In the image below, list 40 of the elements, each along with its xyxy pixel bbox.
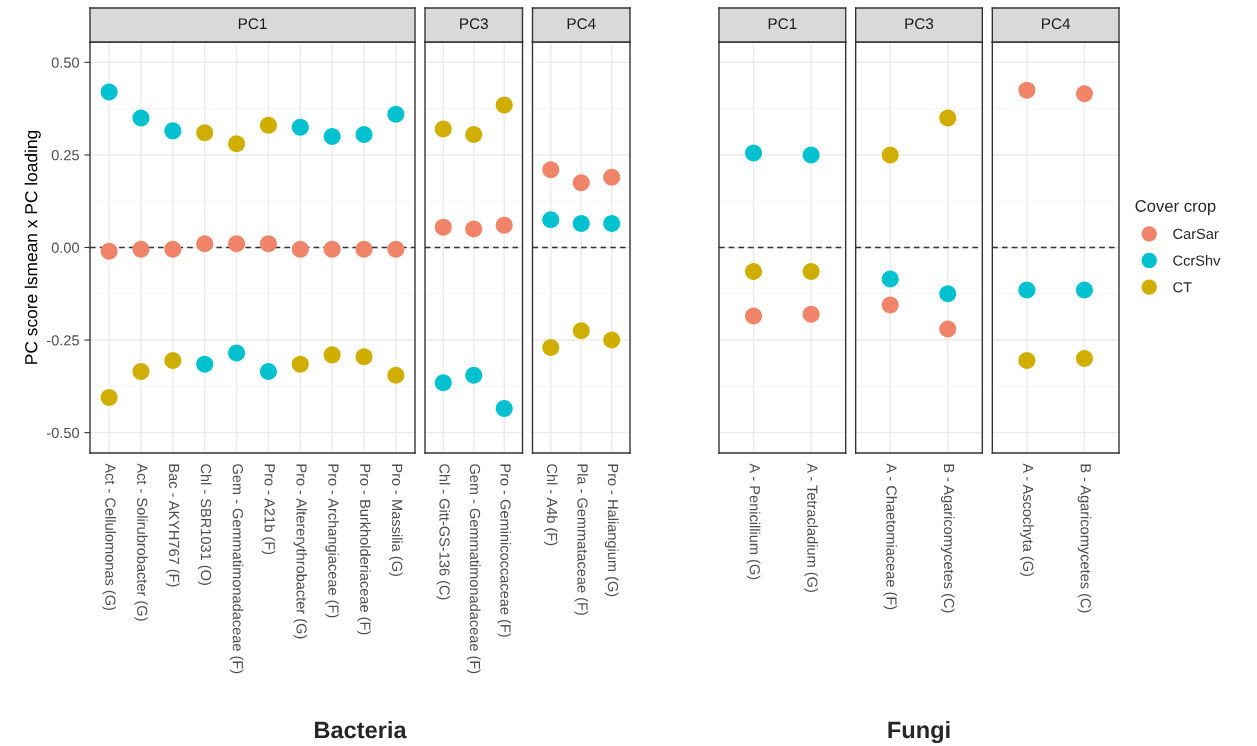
chart-title: PC3 <box>460 18 488 30</box>
x-tick-label: B - Agaricomycetes (C) <box>940 464 955 613</box>
x-tick-label: Pro - Altererythrobacter (G) <box>293 464 308 639</box>
x-tick-label: Pro - Massilia (G) <box>389 464 403 576</box>
x-tick-label: A - Chaetomiaceae (F) <box>883 463 898 610</box>
x-tick-label: Chl - Gitt-GS-136 (C) <box>436 464 451 600</box>
y-tick-label: -0.25 <box>46 335 79 346</box>
y-tick-label: 0.50 <box>51 57 80 68</box>
x-tick-label: Chl - A4b (F) <box>543 464 558 546</box>
chart-title: PC3 <box>905 18 934 30</box>
y-tick-label: 0.00 <box>51 242 80 253</box>
x-tick-label: A - Penicillium (G) <box>746 463 761 580</box>
x-tick-label: Pla - Gemmataceae (F) <box>574 464 589 615</box>
x-axis-title: Bacteria <box>314 720 407 739</box>
chart-title: PC1 <box>238 18 267 30</box>
x-tick-label: Pro - A21b (F) <box>261 464 276 555</box>
x-tick-label: A - Tetracladium (G) <box>804 463 818 592</box>
x-tick-label: Pro - Burkholderiaceae (F) <box>357 464 371 635</box>
x-tick-label: B - Agaricomycetes (C) <box>1077 464 1092 613</box>
legend-title: Cover crop <box>1135 200 1216 216</box>
chart-title: PC1 <box>768 18 797 30</box>
legend-label: CarSar <box>1173 228 1219 240</box>
x-tick-label: Pro - Haliangium (G) <box>604 464 619 597</box>
legend-label: CcrShv <box>1173 255 1221 266</box>
x-tick-label: Act - Cellulomonas (G) <box>102 463 116 610</box>
chart-title: PC4 <box>1042 18 1071 30</box>
x-tick-label: Bac - AKYH767 (F) <box>166 464 180 587</box>
y-axis-title: PC score lsmean x PC loading <box>24 130 41 364</box>
y-tick-label: -0.50 <box>46 427 80 439</box>
x-tick-label: Pro - Archangiaceae (F) <box>325 464 339 618</box>
x-tick-label: Gem - Gemmatimonadaceae (F) <box>229 464 244 674</box>
chart-title: PC4 <box>567 18 596 30</box>
legend-label: CT <box>1173 282 1192 293</box>
x-tick-label: Pro - Geminicoccaceae (F) <box>497 464 512 637</box>
x-tick-label: Gem - Gemmatimonadaceae (F) <box>466 464 481 674</box>
y-tick-label: 0.25 <box>51 150 79 161</box>
x-tick-label: Act - Solirubrobacter (G) <box>134 463 148 621</box>
x-tick-label: Chl - SBR1031 (O) <box>197 464 212 585</box>
x-axis-title: Fungi <box>888 720 950 744</box>
x-tick-label: A - Ascochyta (G) <box>1020 463 1034 576</box>
